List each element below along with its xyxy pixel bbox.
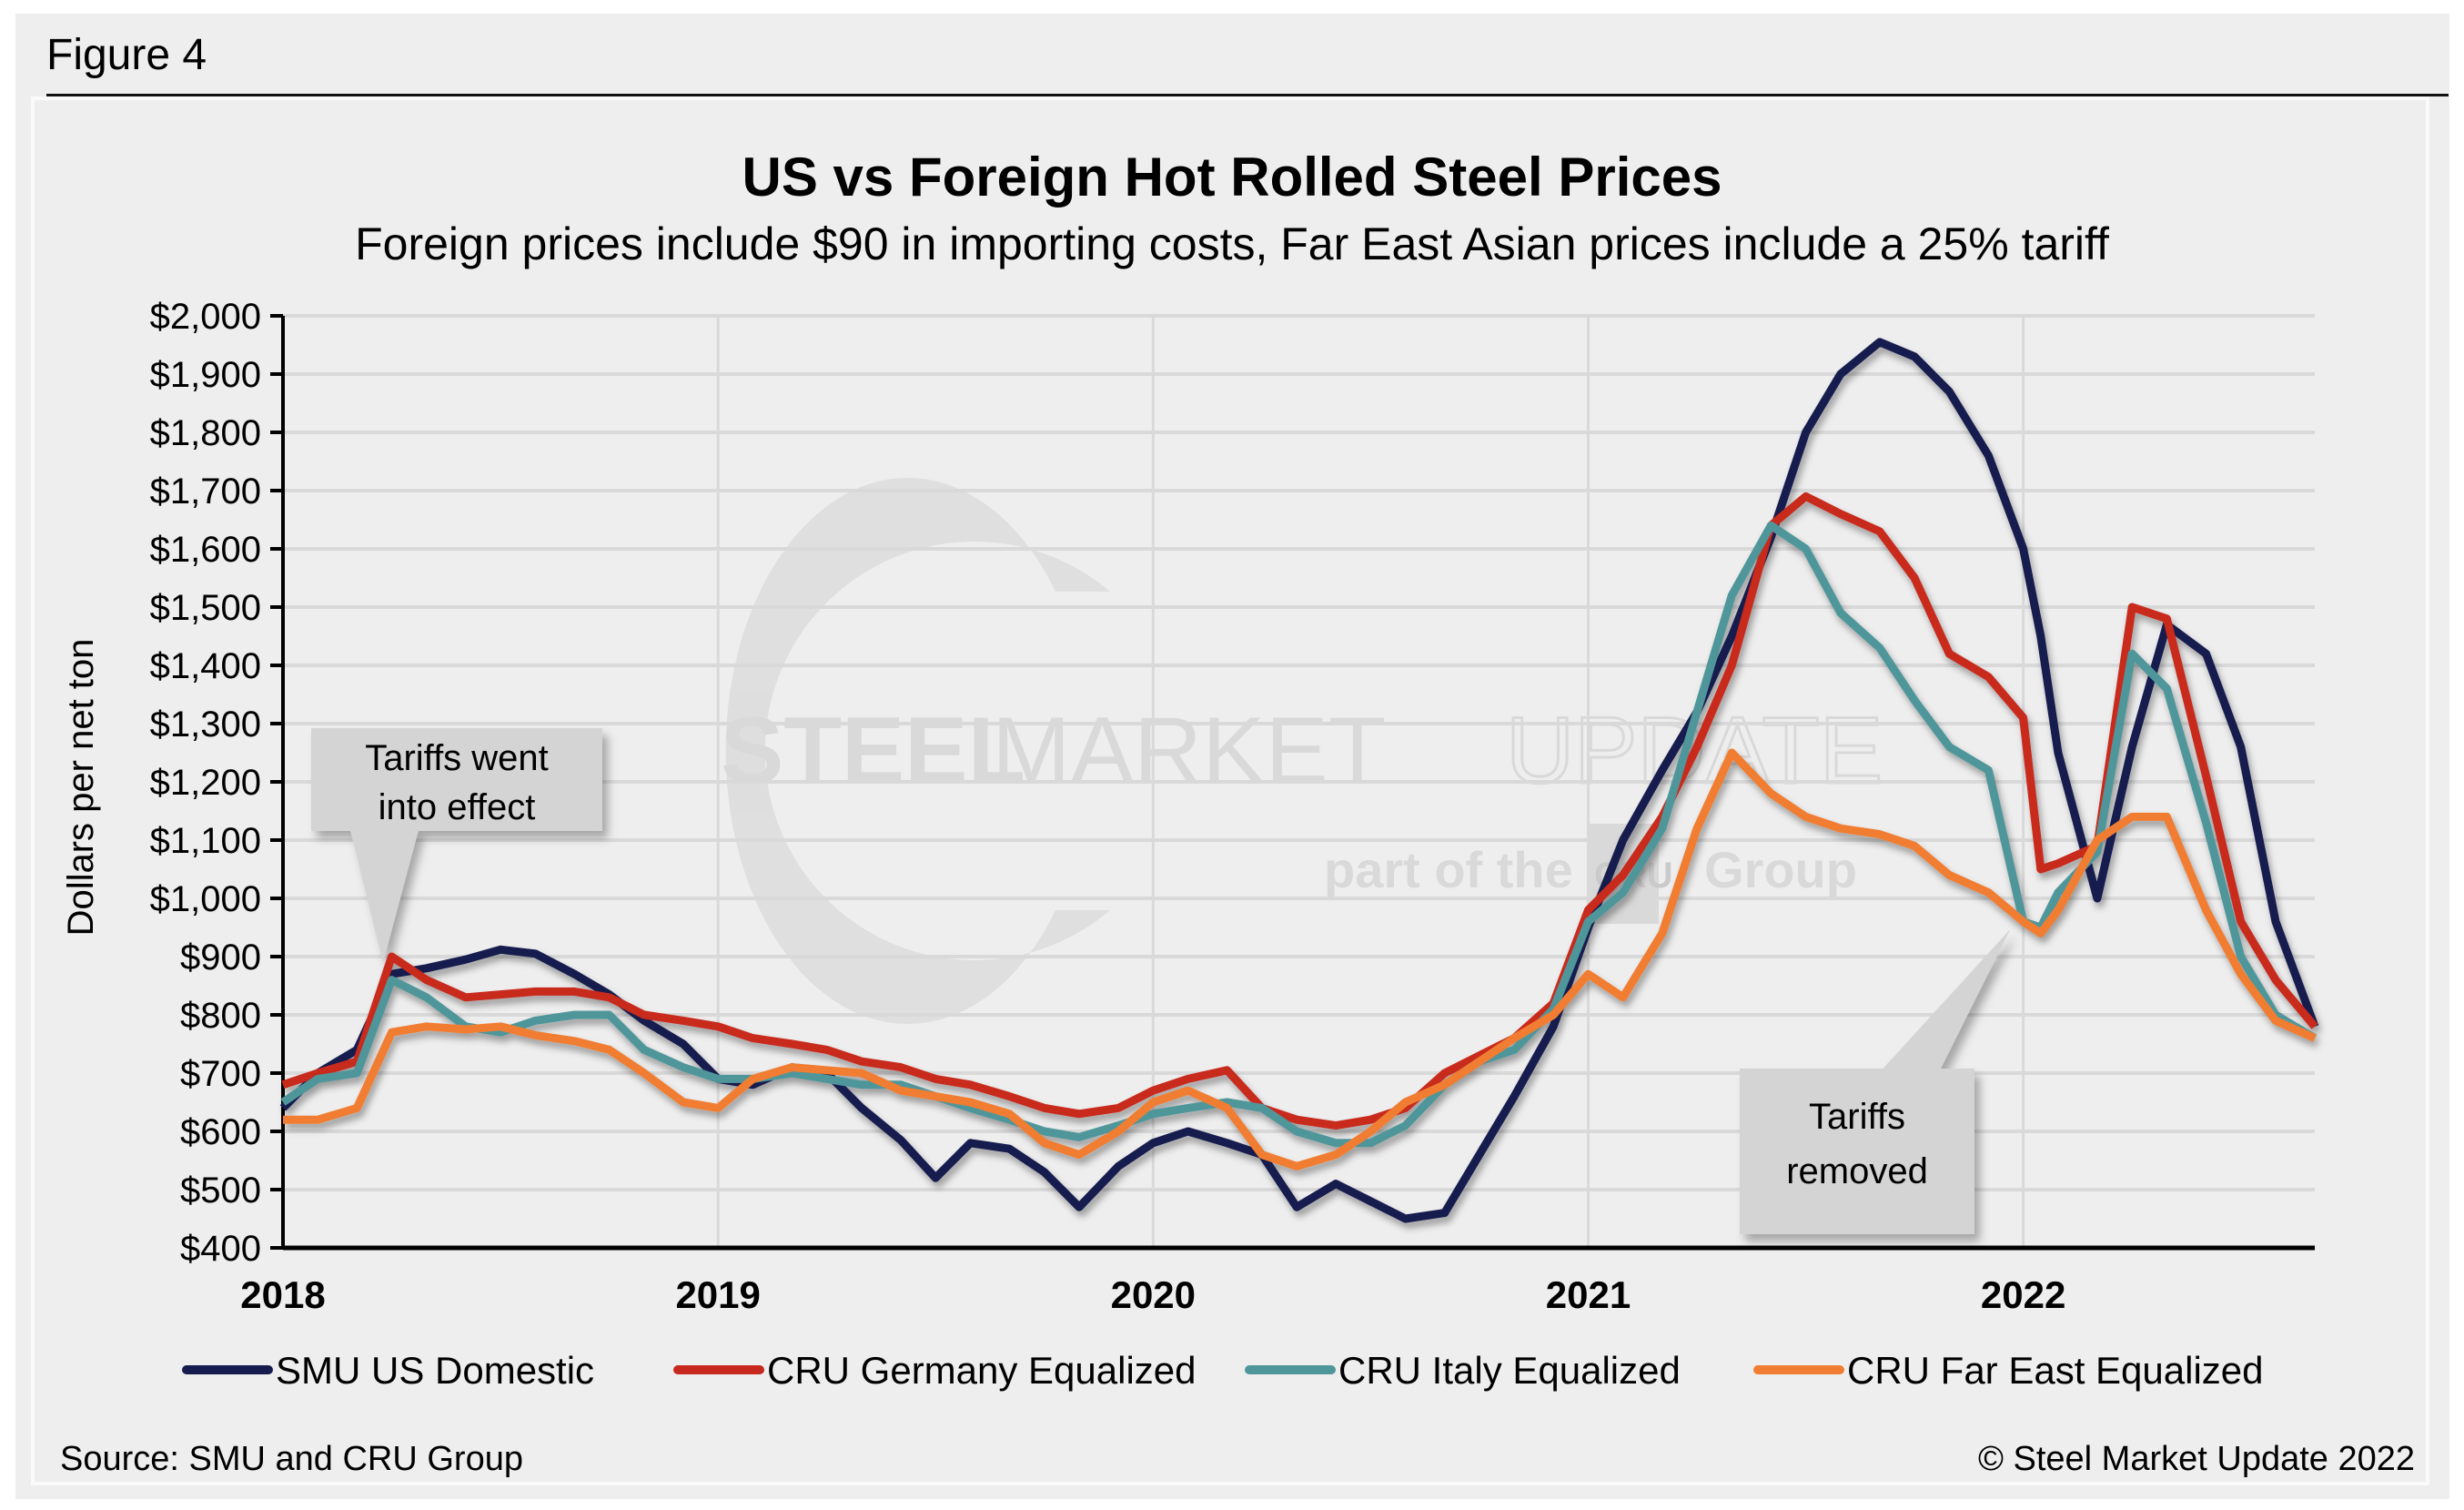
legend: SMU US Domestic CRU Germany Equalized CRU … [182,1349,2264,1392]
y-tick-label: $500 [180,1171,261,1211]
y-tick-label: $400 [180,1229,261,1269]
callout-pointer [350,830,419,963]
y-tick-label: $1,200 [150,763,261,803]
legend-item: CRU Far East Equalized [1753,1349,2264,1392]
legend-label: CRU Germany Equalized [767,1349,1197,1392]
series-line-cru-italy-equalized [280,521,2318,1148]
chart-title: US vs Foreign Hot Rolled Steel Prices [742,147,1722,208]
y-tick-label: $1,000 [150,879,261,919]
x-tick-label: 2022 [1981,1273,2065,1316]
series-line-cru-far-east-equalized [283,748,2317,1171]
callout-line-1: Tariffs went [365,738,549,778]
figure-divider [46,94,2449,96]
callouts: Tariffs went into effect Tariffs removed [311,728,2011,1234]
series-lines [279,338,2319,1223]
callout-tariffs-removed: Tariffs removed [1740,928,2011,1234]
copyright-note: © Steel Market Update 2022 [1978,1440,2415,1478]
watermark-market: MARKET [992,698,1386,804]
y-tick-label: $1,400 [150,646,261,686]
y-tick-label: $900 [180,937,261,978]
x-tick-label: 2020 [1111,1273,1196,1316]
y-tick-label: $700 [180,1054,261,1094]
y-tick-label: $1,700 [150,471,261,512]
callout-line-2: removed [1786,1151,1928,1191]
legend-item: CRU Italy Equalized [1245,1349,1681,1392]
callout-box [311,728,602,831]
callout-tariffs-went-into-effect: Tariffs went into effect [311,728,602,963]
x-tick-label: 2019 [675,1273,760,1316]
callout-line-2: into effect [379,787,536,827]
watermark-steel: STEEL [721,698,1025,804]
grid [283,314,2315,1248]
chart-subtitle: Foreign prices include $90 in importing … [355,218,2109,269]
legend-label: CRU Far East Equalized [1847,1349,2264,1392]
series-line-cru-germany-equalized [281,492,2318,1130]
figure-label: Figure 4 [46,31,207,79]
source-note: Source: SMU and CRU Group [60,1440,523,1478]
legend-label: SMU US Domestic [276,1349,594,1392]
callout-line-1: Tariffs [1809,1097,1905,1137]
watermark-tagline-suffix: Group [1704,841,1857,898]
legend-item: SMU US Domestic [182,1349,594,1392]
legend-label: CRU Italy Equalized [1338,1349,1681,1392]
watermark-tagline-prefix: part of the [1324,841,1573,898]
axes: $400 $500 $600 $700 $800 $900 $1,000 $1,100 $1,2… [150,297,2315,1316]
y-tick-label: $1,900 [150,355,261,395]
y-tick-label: $1,100 [150,821,261,861]
y-axis-label: Dollars per net ton [61,639,101,937]
x-tick-label: 2021 [1546,1273,1631,1316]
y-tick-label: $1,300 [150,704,261,745]
y-tick-label: $2,000 [150,297,261,337]
callout-box [1740,1069,1974,1234]
callout-pointer [1878,928,2011,1074]
y-tick-label: $600 [180,1112,261,1152]
x-tick-label: 2018 [240,1273,325,1316]
legend-item: CRU Germany Equalized [673,1349,1197,1392]
y-tick-label: $800 [180,996,261,1036]
y-tick-label: $1,800 [150,413,261,453]
y-tick-label: $1,600 [150,530,261,570]
y-tick-label: $1,500 [150,588,261,628]
